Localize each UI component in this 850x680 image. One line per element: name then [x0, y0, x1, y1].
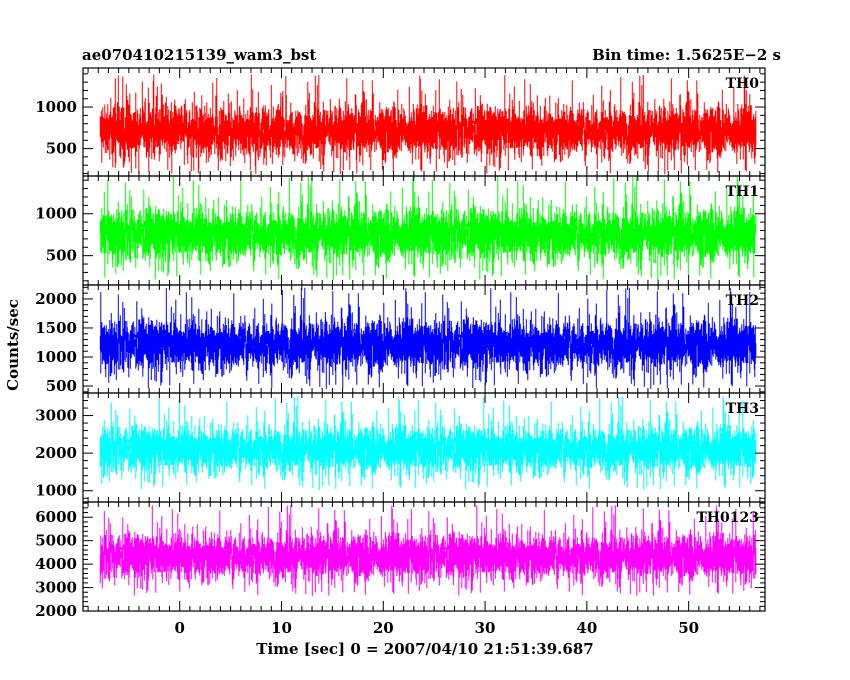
- y-tick-label: 500: [46, 140, 77, 158]
- panel-label-th2: TH2: [726, 293, 759, 309]
- panel-label-th0: TH0: [726, 76, 760, 92]
- x-tick-label: 50: [678, 619, 699, 637]
- y-tick-label: 1000: [35, 482, 77, 500]
- y-tick-label: 2000: [35, 290, 77, 308]
- chart-title-left: ae070410215139_wam3_bst: [82, 46, 316, 64]
- panel-label-th0123: TH0123: [696, 510, 759, 526]
- series-th2: [99, 287, 757, 389]
- x-tick-label: 40: [576, 619, 597, 637]
- x-tick-label: 0: [174, 619, 184, 637]
- y-tick-label: 5000: [35, 532, 77, 550]
- x-tick-label: 30: [475, 619, 496, 637]
- x-tick-label: 10: [271, 619, 292, 637]
- x-tick-label: 20: [373, 619, 394, 637]
- y-tick-label: 500: [46, 377, 77, 395]
- y-axis-label: Counts/sec: [4, 299, 22, 391]
- panel-th1: 500 1000 TH1: [35, 175, 766, 286]
- y-tick-label: 1500: [35, 319, 77, 337]
- panel-th2: 500 1000 1500 2000 TH2: [35, 284, 766, 395]
- y-tick-label: 2000: [35, 602, 77, 620]
- series-th0: [99, 74, 757, 175]
- panel-label-th1: TH1: [726, 184, 759, 200]
- panel-label-th3: TH3: [726, 401, 759, 417]
- series-th1: [99, 176, 757, 280]
- x-axis-label: Time [sec] 0 = 2007/04/10 21:51:39.687: [256, 640, 593, 658]
- y-tick-label: 3000: [35, 579, 77, 597]
- y-tick-label: 4000: [35, 555, 77, 573]
- panel-th0123: 2000 3000 4000 5000 6000 TH0123: [35, 501, 766, 620]
- y-tick-label: 1000: [35, 205, 77, 223]
- chart-title-right: Bin time: 1.5625E−2 s: [592, 46, 781, 64]
- y-tick-label: 1000: [35, 98, 77, 116]
- y-tick-label: 3000: [35, 407, 77, 425]
- series-th3: [99, 396, 757, 490]
- panel-th3: 1000 2000 3000 TH3: [35, 392, 766, 503]
- y-tick-label: 6000: [35, 508, 77, 526]
- y-tick-label: 2000: [35, 444, 77, 462]
- panel-th0: 500 1000 TH0: [35, 67, 766, 177]
- series-th0123: [99, 505, 757, 597]
- y-tick-label: 1000: [35, 348, 77, 366]
- y-tick-label: 500: [46, 247, 77, 265]
